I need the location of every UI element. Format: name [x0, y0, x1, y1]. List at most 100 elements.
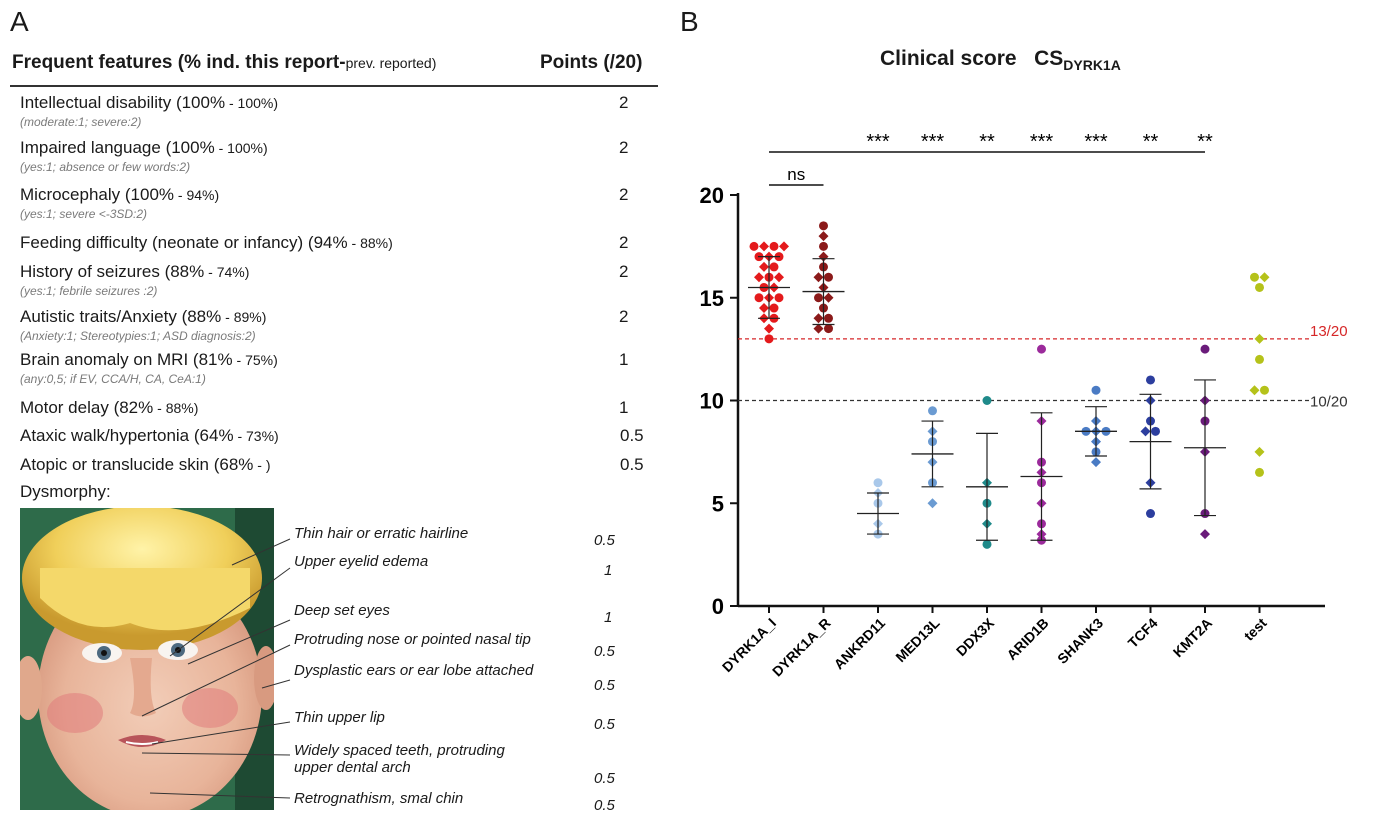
data-point — [769, 303, 779, 313]
feature-name: History of seizures — [20, 262, 160, 281]
feature-name: Feeding difficulty (neonate or infancy) — [20, 233, 304, 252]
child-face-photo — [20, 508, 274, 810]
panel-a: A Frequent features (% ind. this report-… — [0, 0, 670, 814]
feature-row: History of seizures (88% - 74%) — [20, 262, 249, 282]
dysmorphy-item: Widely spaced teeth, protruding upper den… — [294, 742, 505, 776]
data-point — [759, 303, 769, 314]
feature-pct-this-report: (68% — [213, 455, 254, 474]
panel-b-letter: B — [680, 6, 699, 37]
y-tick-label: 10 — [700, 389, 724, 414]
feature-pct-separator: - — [347, 235, 361, 251]
feature-pct-prev-reported: 74%) — [216, 264, 250, 280]
feature-row: Motor delay (82% - 88%) — [20, 398, 198, 418]
data-point — [1091, 385, 1101, 395]
dysmorphy-item-label: Widely spaced teeth, protruding — [294, 742, 505, 759]
dysmorphy-item: Upper eyelid edema — [294, 553, 428, 570]
data-point — [779, 241, 789, 252]
feature-row: Intellectual disability (100% - 100%) — [20, 93, 278, 113]
data-point — [982, 539, 992, 549]
features-header-main: Frequent features (% ind. this report- — [12, 52, 346, 73]
x-category-label: TCF4 — [1125, 615, 1161, 651]
significance-stars: ** — [979, 131, 995, 153]
dysmorphy-points: 0.5 — [594, 797, 615, 814]
dysmorphy-item-label-line2: upper dental arch — [294, 759, 411, 776]
panel-a-letter: A — [10, 6, 29, 37]
chart-title-main: Clinical score — [880, 47, 1017, 70]
feature-pct-separator: - — [233, 428, 247, 444]
data-point — [813, 313, 824, 324]
feature-pct-prev-reported: 89%) — [233, 309, 267, 325]
feature-pct-prev-reported: 75%) — [245, 352, 278, 368]
header-divider — [10, 85, 658, 87]
feature-row: Ataxic walk/hypertonia (64% - 73%) — [20, 426, 279, 446]
data-point — [764, 323, 774, 334]
feature-pct-separator: - — [174, 187, 187, 203]
feature-name: Intellectual disability — [20, 93, 172, 112]
data-point — [754, 272, 764, 283]
data-point — [774, 272, 784, 283]
data-point — [824, 272, 833, 282]
data-point — [769, 241, 779, 251]
dysmorphy-item: Retrognathism, smal chin — [294, 790, 463, 807]
significance-stars: *** — [866, 131, 890, 153]
dysmorphy-item: Protruding nose or pointed nasal tip — [294, 631, 531, 648]
feature-row: Autistic traits/Anxiety (88% - 89%) — [20, 307, 266, 327]
data-point — [754, 293, 764, 303]
data-point — [1250, 272, 1259, 282]
data-point — [759, 261, 769, 272]
x-category-label: ARID1B — [1003, 615, 1051, 663]
dysmorphy-label: Dysmorphy: — [20, 482, 111, 501]
data-point — [1146, 509, 1155, 519]
y-tick-label: 20 — [700, 183, 724, 208]
feature-pct-this-report: (81% — [192, 350, 233, 369]
x-category-label: DDX3X — [953, 614, 998, 659]
chart-title-cs: CS — [1034, 47, 1064, 70]
feature-pct-prev-reported: 73%) — [246, 428, 279, 444]
feature-row: Atopic or translucide skin (68% - ) — [20, 455, 271, 475]
dysmorphy-item: Dysplastic ears or ear lobe attached — [294, 662, 533, 679]
feature-pct-this-report: (64% — [193, 426, 234, 445]
feature-pct-separator: - — [221, 309, 234, 325]
data-point — [769, 262, 779, 272]
dysmorphy-points: 0.5 — [594, 770, 615, 787]
dysmorphy-item: Thin hair or erratic hairline — [294, 525, 468, 542]
feature-pct-prev-reported: 100%) — [227, 140, 268, 156]
y-tick-label: 5 — [712, 491, 724, 516]
data-point — [1146, 375, 1155, 385]
feature-points: 0.5 — [620, 455, 644, 474]
feature-points: 2 — [619, 307, 629, 326]
y-tick-label: 0 — [712, 594, 724, 619]
x-category-label: MED13L — [892, 614, 943, 665]
dysmorphy-item: Deep set eyes — [294, 602, 390, 619]
data-point — [819, 221, 828, 231]
dysmorphy-points: 0.5 — [594, 532, 615, 549]
data-point — [928, 406, 937, 416]
feature-pct-this-report: (88% — [181, 307, 222, 326]
chart-title-subscript: DYRK1A — [1063, 57, 1121, 74]
feature-row: Microcephaly (100% - 94%) — [20, 185, 219, 205]
data-point — [813, 272, 824, 283]
feature-scoring-note: (Anxiety:1; Stereotypies:1; ASD diagnosi… — [20, 329, 256, 343]
feature-pct-prev-reported: 94%) — [186, 187, 220, 203]
dysmorphy-item-label: Upper eyelid edema — [294, 553, 429, 570]
feature-name: Impaired language — [20, 138, 161, 157]
feature-name: Motor delay — [20, 398, 109, 417]
x-category-label: test — [1241, 615, 1270, 644]
feature-points: 0.5 — [620, 426, 644, 445]
feature-pct-this-report: (100% — [175, 93, 226, 112]
feature-pct-prev-reported: 88%) — [360, 235, 393, 251]
dysmorphy-points: 1 — [604, 562, 613, 579]
feature-name: Microcephaly — [20, 185, 121, 204]
feature-points: 2 — [619, 138, 629, 157]
dysmorphy-item-label: Thin hair or erratic hairline — [294, 525, 469, 542]
feature-points: 2 — [619, 185, 629, 204]
dysmorphy-item: Thin upper lip — [294, 709, 385, 726]
data-point — [1254, 333, 1265, 344]
feature-pct-separator: - — [253, 457, 266, 473]
data-point — [1200, 529, 1210, 540]
data-point — [1200, 344, 1210, 354]
feature-points: 1 — [619, 398, 629, 417]
features-header-small: prev. reported) — [345, 55, 437, 71]
feature-scoring-note: (yes:1; absence or few words:2) — [20, 160, 191, 174]
